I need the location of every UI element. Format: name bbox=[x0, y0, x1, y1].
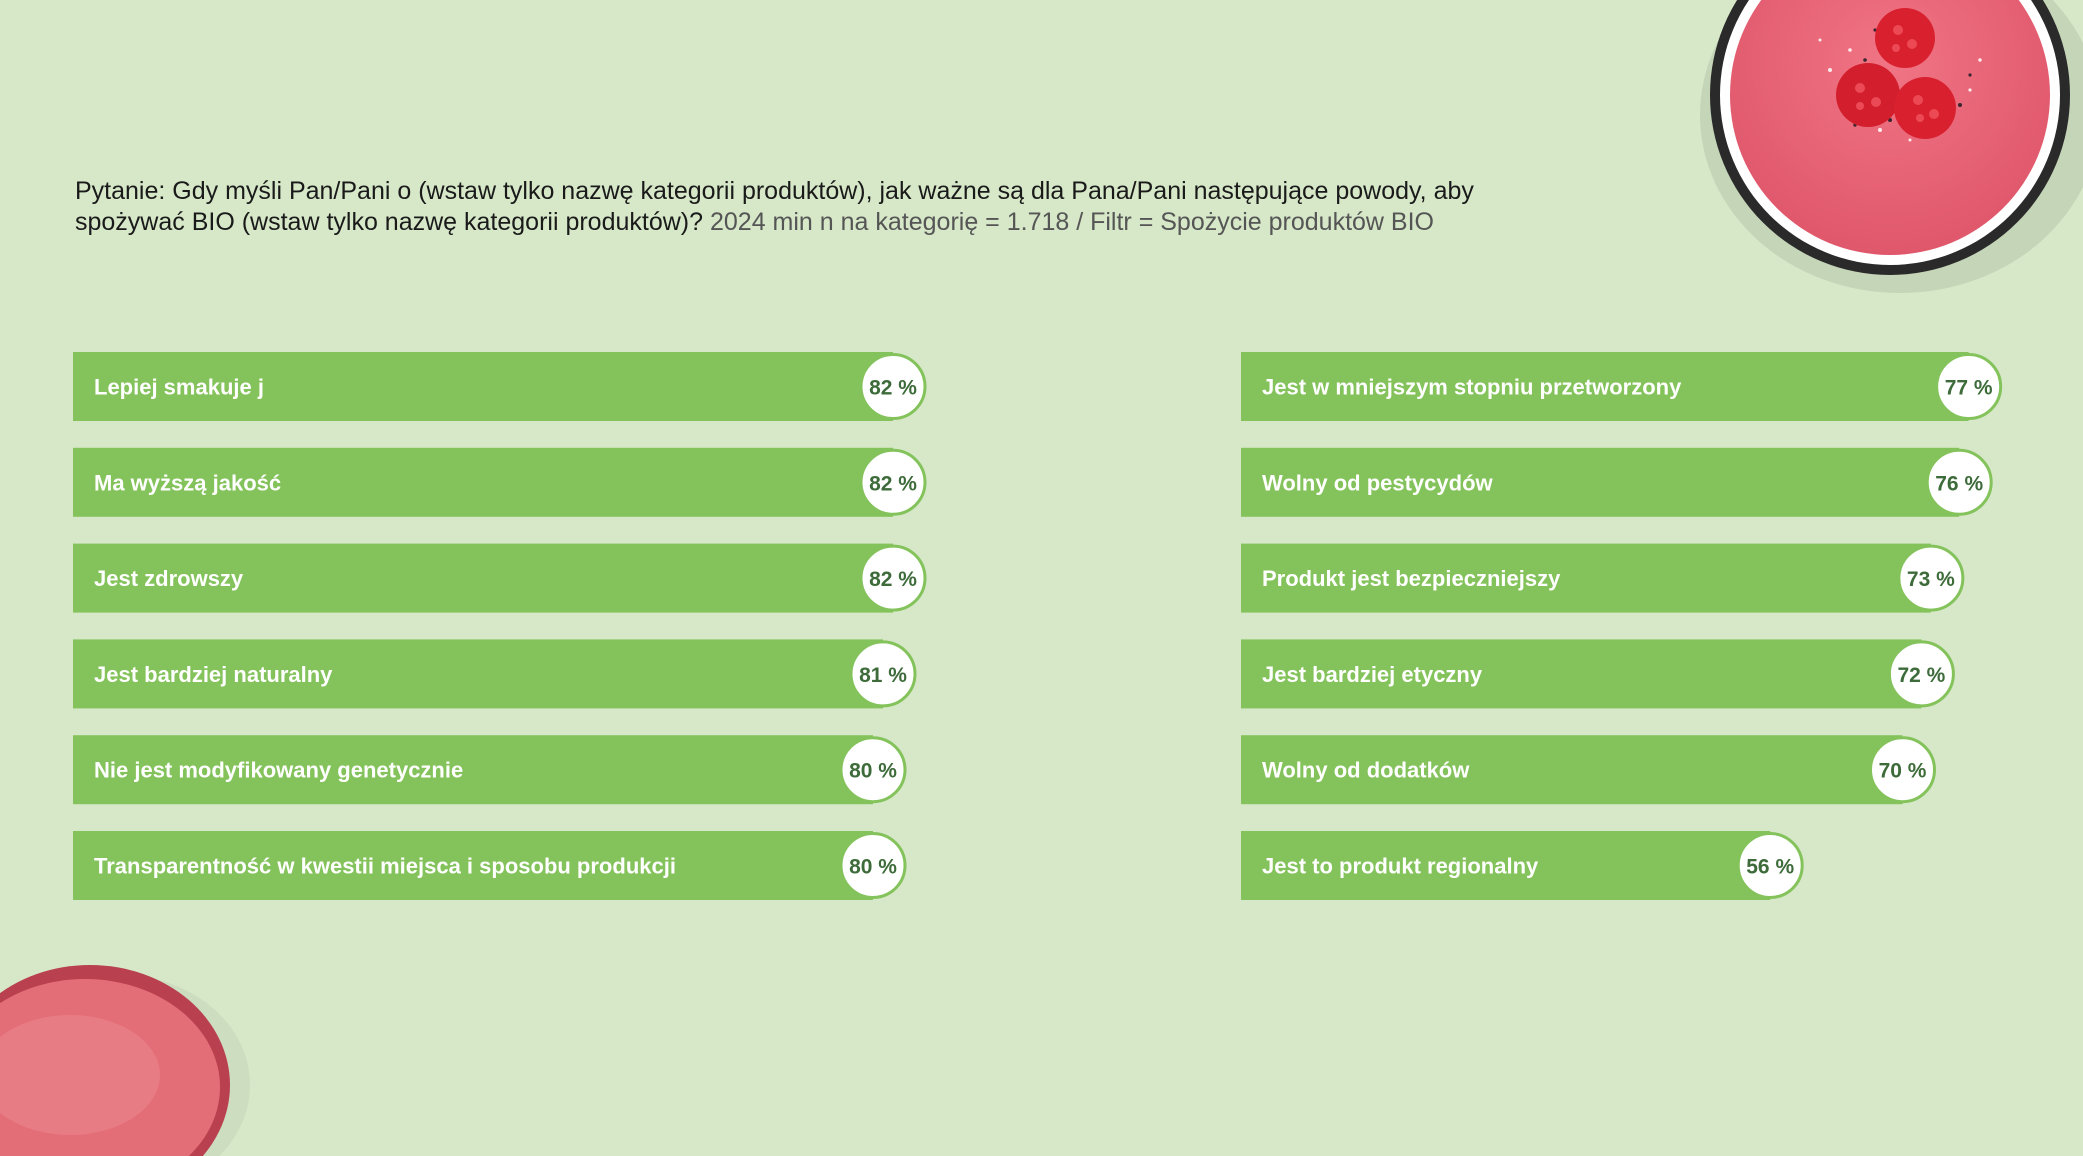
bar-row: Wolny od pestycydów 76 % bbox=[1241, 447, 1993, 517]
value-badge bbox=[1897, 544, 1965, 612]
bar-row: Nie jest modyfikowany genetycznie 80 % bbox=[73, 735, 907, 805]
bar-row: Lepiej smakuje j 82 % bbox=[73, 352, 927, 421]
value-label: 76 % bbox=[1935, 472, 1983, 495]
macaron-image bbox=[0, 965, 250, 1156]
value-badge bbox=[1869, 736, 1936, 804]
bar-row: Jest zdrowszy 82 % bbox=[73, 543, 927, 613]
question-text: Pytanie: Gdy myśli Pan/Pani o (wstaw tyl… bbox=[75, 176, 1575, 238]
bar bbox=[1241, 831, 1771, 900]
bar-label: Jest to produkt regionalny bbox=[1262, 854, 1539, 879]
bar-label: Jest bardziej naturalny bbox=[94, 662, 333, 687]
bar-label: Jest bardziej etyczny bbox=[1262, 662, 1483, 687]
value-label: 80 % bbox=[849, 856, 897, 879]
value-label: 82 % bbox=[869, 377, 917, 400]
bar bbox=[73, 447, 893, 517]
smoothie-bowl-image bbox=[1700, 0, 2083, 293]
bar-label: Lepiej smakuje j bbox=[94, 375, 264, 400]
value-badge bbox=[859, 544, 927, 612]
bar bbox=[1241, 447, 1960, 517]
bar-label: Nie jest modyfikowany genetycznie bbox=[94, 758, 463, 783]
value-badge bbox=[859, 448, 927, 516]
bar-row: Transparentność w kwestii miejsca i spos… bbox=[73, 831, 907, 900]
value-badge bbox=[839, 736, 907, 804]
question-main: Pytanie: Gdy myśli Pan/Pani o (wstaw tyl… bbox=[75, 177, 1474, 236]
bar-row: Jest bardziej etyczny 72 % bbox=[1241, 639, 1955, 709]
bar-row: Jest bardziej naturalny 81 % bbox=[73, 639, 917, 709]
bar-label: Transparentność w kwestii miejsca i spos… bbox=[94, 854, 676, 879]
bar bbox=[73, 543, 893, 613]
value-label: 77 % bbox=[1945, 377, 1993, 400]
bar-label: Ma wyższą jakość bbox=[94, 470, 281, 495]
bar bbox=[1241, 639, 1922, 709]
value-label: 73 % bbox=[1907, 568, 1955, 591]
bar-label: Wolny od pestycydów bbox=[1262, 470, 1494, 495]
bar bbox=[1241, 352, 1969, 421]
bar-row: Jest to produkt regionalny 56 % bbox=[1241, 831, 1804, 900]
bar-row: Wolny od dodatków 70 % bbox=[1241, 735, 1936, 805]
value-label: 82 % bbox=[869, 568, 917, 591]
bar-row: Produkt jest bezpieczniejszy 73 % bbox=[1241, 543, 1965, 613]
value-badge bbox=[1925, 448, 1993, 516]
value-badge bbox=[1736, 832, 1804, 899]
bar bbox=[1241, 735, 1903, 805]
bar bbox=[1241, 543, 1931, 613]
value-label: 56 % bbox=[1746, 856, 1794, 879]
value-label: 81 % bbox=[859, 664, 907, 687]
value-badge bbox=[859, 353, 927, 420]
bar-row: Ma wyższą jakość 82 % bbox=[73, 447, 927, 517]
chart-panel-1: Lepiej smakuje j 82 % Ma wyższą jakość 82 %… bbox=[73, 352, 927, 900]
bar-row: Jest w mniejszym stopniu przetworzony 77 … bbox=[1241, 352, 2003, 421]
bar bbox=[73, 831, 873, 900]
bar-label: Jest w mniejszym stopniu przetworzony bbox=[1262, 375, 1682, 400]
value-badge bbox=[849, 640, 917, 708]
value-label: 80 % bbox=[849, 760, 897, 783]
bar bbox=[73, 639, 883, 709]
question-meta: 2024 min n na kategorię = 1.718 / Filtr … bbox=[709, 208, 1434, 236]
value-label: 72 % bbox=[1897, 664, 1945, 687]
value-badge bbox=[1935, 353, 2003, 420]
chart-panel-2: Jest w mniejszym stopniu przetworzony 77 … bbox=[1241, 352, 2003, 900]
value-badge bbox=[1887, 640, 1955, 708]
bar bbox=[73, 352, 893, 421]
bar bbox=[73, 735, 873, 805]
value-label: 70 % bbox=[1879, 760, 1927, 783]
bar-label: Jest zdrowszy bbox=[94, 566, 244, 591]
value-badge bbox=[839, 832, 907, 899]
bar-label: Produkt jest bezpieczniejszy bbox=[1262, 566, 1561, 591]
bar-label: Wolny od dodatków bbox=[1262, 758, 1470, 783]
value-label: 82 % bbox=[869, 472, 917, 495]
